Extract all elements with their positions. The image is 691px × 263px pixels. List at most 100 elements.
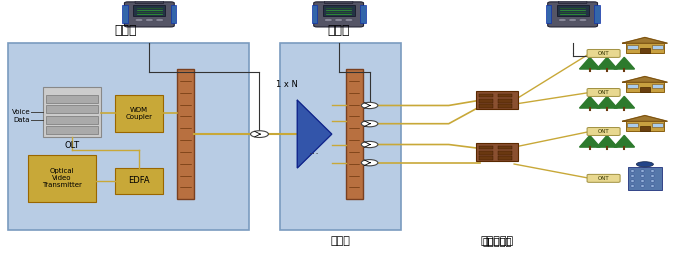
Text: 中心局: 中心局: [114, 23, 137, 37]
Polygon shape: [597, 135, 617, 147]
FancyBboxPatch shape: [651, 180, 654, 182]
FancyBboxPatch shape: [498, 99, 512, 103]
Circle shape: [361, 141, 378, 148]
FancyBboxPatch shape: [177, 69, 194, 199]
Polygon shape: [580, 96, 600, 108]
FancyBboxPatch shape: [652, 45, 663, 49]
FancyBboxPatch shape: [8, 43, 249, 230]
FancyBboxPatch shape: [640, 48, 650, 53]
FancyBboxPatch shape: [46, 116, 97, 124]
Circle shape: [569, 18, 577, 22]
FancyBboxPatch shape: [28, 155, 96, 202]
FancyBboxPatch shape: [632, 180, 634, 182]
Polygon shape: [297, 100, 332, 168]
FancyBboxPatch shape: [346, 69, 363, 199]
Polygon shape: [623, 77, 668, 82]
Text: 传输线终端: 传输线终端: [482, 236, 511, 246]
FancyBboxPatch shape: [312, 6, 317, 23]
Polygon shape: [623, 38, 668, 43]
Polygon shape: [597, 57, 617, 69]
FancyBboxPatch shape: [324, 0, 353, 4]
FancyBboxPatch shape: [626, 82, 664, 92]
FancyBboxPatch shape: [587, 88, 620, 97]
Text: Voice: Voice: [12, 109, 30, 115]
FancyBboxPatch shape: [135, 0, 164, 4]
FancyBboxPatch shape: [476, 91, 518, 109]
FancyBboxPatch shape: [651, 175, 654, 177]
FancyBboxPatch shape: [627, 84, 638, 88]
FancyBboxPatch shape: [43, 87, 101, 137]
Text: WDM
Coupler: WDM Coupler: [126, 107, 153, 120]
FancyBboxPatch shape: [652, 123, 663, 127]
Polygon shape: [597, 96, 617, 108]
FancyBboxPatch shape: [46, 105, 97, 113]
Text: 配线架: 配线架: [331, 236, 350, 246]
Circle shape: [361, 120, 378, 127]
Text: ONT: ONT: [598, 129, 609, 134]
FancyBboxPatch shape: [122, 6, 128, 23]
FancyBboxPatch shape: [641, 170, 645, 171]
FancyBboxPatch shape: [498, 146, 512, 149]
Text: EDFA: EDFA: [129, 176, 150, 185]
FancyBboxPatch shape: [632, 175, 634, 177]
Circle shape: [345, 18, 353, 22]
FancyBboxPatch shape: [479, 146, 493, 149]
FancyBboxPatch shape: [587, 174, 620, 182]
Circle shape: [135, 18, 143, 22]
FancyBboxPatch shape: [627, 123, 638, 127]
Polygon shape: [580, 135, 600, 147]
FancyBboxPatch shape: [171, 6, 176, 23]
Text: 分路器: 分路器: [328, 23, 350, 37]
Text: ONT: ONT: [598, 51, 609, 56]
Text: 1 x N: 1 x N: [276, 80, 298, 89]
FancyBboxPatch shape: [651, 170, 654, 171]
FancyBboxPatch shape: [641, 185, 645, 187]
Text: ...: ...: [309, 146, 320, 156]
FancyBboxPatch shape: [476, 143, 518, 161]
FancyBboxPatch shape: [627, 45, 638, 49]
FancyBboxPatch shape: [641, 175, 645, 177]
Circle shape: [558, 18, 567, 22]
FancyBboxPatch shape: [360, 6, 366, 23]
Circle shape: [579, 18, 587, 22]
FancyBboxPatch shape: [641, 180, 645, 182]
Ellipse shape: [636, 162, 654, 167]
FancyBboxPatch shape: [498, 156, 512, 160]
FancyBboxPatch shape: [124, 2, 174, 27]
FancyBboxPatch shape: [479, 151, 493, 155]
FancyBboxPatch shape: [479, 104, 493, 108]
Text: 传输线终端: 传输线终端: [480, 236, 513, 246]
FancyBboxPatch shape: [587, 49, 620, 57]
Text: ONT: ONT: [598, 90, 609, 95]
Circle shape: [324, 18, 332, 22]
FancyBboxPatch shape: [640, 126, 650, 131]
FancyBboxPatch shape: [479, 99, 493, 103]
Circle shape: [145, 18, 153, 22]
FancyBboxPatch shape: [546, 6, 551, 23]
Polygon shape: [623, 115, 668, 121]
FancyBboxPatch shape: [594, 6, 600, 23]
FancyBboxPatch shape: [587, 128, 620, 135]
FancyBboxPatch shape: [498, 94, 512, 97]
Polygon shape: [614, 57, 634, 69]
FancyBboxPatch shape: [626, 43, 664, 53]
Text: ONT: ONT: [598, 176, 609, 181]
FancyBboxPatch shape: [558, 0, 587, 4]
FancyBboxPatch shape: [498, 104, 512, 108]
FancyBboxPatch shape: [323, 6, 354, 16]
Polygon shape: [614, 135, 634, 147]
FancyBboxPatch shape: [548, 2, 598, 27]
Circle shape: [361, 102, 378, 109]
FancyBboxPatch shape: [46, 126, 97, 134]
FancyBboxPatch shape: [115, 95, 163, 132]
FancyBboxPatch shape: [626, 121, 664, 131]
FancyBboxPatch shape: [46, 95, 97, 103]
FancyBboxPatch shape: [652, 84, 663, 88]
FancyBboxPatch shape: [651, 185, 654, 187]
FancyBboxPatch shape: [640, 87, 650, 92]
FancyBboxPatch shape: [314, 2, 363, 27]
Circle shape: [155, 18, 164, 22]
Text: Data: Data: [14, 117, 30, 123]
FancyBboxPatch shape: [133, 6, 165, 16]
FancyBboxPatch shape: [632, 185, 634, 187]
